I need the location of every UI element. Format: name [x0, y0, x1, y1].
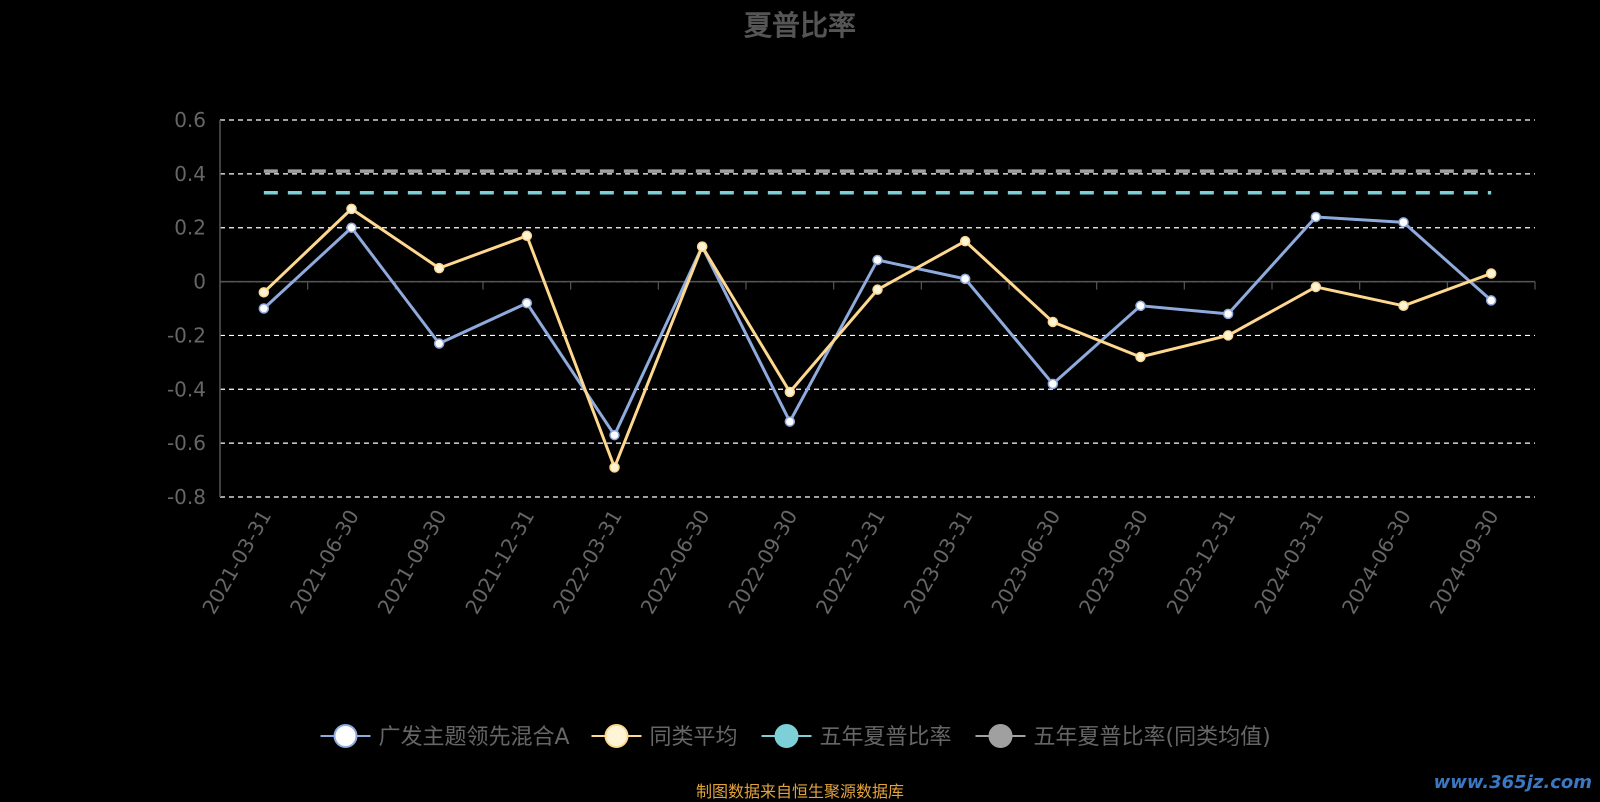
x-tick-label: 2021-03-31 — [197, 506, 276, 619]
x-tick-label: 2021-06-30 — [285, 506, 364, 619]
y-tick-label: 0 — [193, 270, 206, 294]
series-point-0 — [521, 297, 533, 309]
legend-symbol-marker — [988, 724, 1013, 748]
data-source-note: 制图数据来自恒生聚源数据库 — [695, 782, 904, 801]
legend-item-0: 广发主题领先混合A — [320, 724, 570, 750]
series-line-0 — [262, 215, 1493, 437]
x-tick-label: 2022-09-30 — [723, 506, 802, 619]
y-tick-label: -0.4 — [167, 377, 206, 401]
x-tick-label: 2021-09-30 — [373, 505, 452, 618]
series-point-0 — [872, 254, 883, 266]
legend-item-1: 同类平均 — [591, 724, 738, 750]
series-point-1 — [346, 203, 357, 215]
x-tick-label: 2021-12-31 — [460, 506, 539, 619]
series-point-1 — [433, 262, 445, 274]
series-point-1 — [609, 462, 620, 473]
legend-symbol-marker — [774, 724, 799, 748]
legend-label: 广发主题领先混合A — [379, 725, 570, 750]
x-tick-label: 2022-06-30 — [636, 506, 715, 619]
y-tick-label: -0.2 — [167, 323, 206, 347]
series-point-0 — [1047, 378, 1059, 390]
grid-layer — [220, 119, 1535, 498]
series-point-0 — [1222, 308, 1234, 320]
series-layer — [258, 169, 1497, 473]
x-tick-label: 2022-12-31 — [811, 506, 890, 619]
legend-label: 五年夏普比率 — [820, 725, 952, 750]
x-tick-label: 2024-09-30 — [1425, 506, 1504, 619]
series-point-0 — [1398, 217, 1409, 228]
series-point-0 — [784, 416, 796, 427]
series-point-0 — [1310, 211, 1322, 223]
legend-item-3: 五年夏普比率(同类均值) — [975, 724, 1271, 750]
series-point-0 — [609, 429, 620, 441]
x-tick-label: 2023-09-30 — [1074, 506, 1153, 619]
legend-label: 同类平均 — [650, 725, 738, 750]
series-point-1 — [1222, 330, 1234, 341]
series-point-1 — [1047, 316, 1059, 328]
series-point-0 — [1135, 300, 1146, 312]
series-point-1 — [872, 284, 883, 295]
chart-title: 夏普比率 — [743, 9, 856, 42]
series-point-0 — [346, 222, 357, 233]
series-point-1 — [1135, 351, 1146, 363]
series-point-1 — [1398, 300, 1409, 312]
series-point-1 — [696, 241, 708, 252]
y-tick-label: 0.4 — [174, 162, 206, 186]
series-point-0 — [258, 303, 270, 314]
x-tick-label: 2024-06-30 — [1337, 506, 1416, 619]
legend-label: 五年夏普比率(同类均值) — [1034, 725, 1271, 750]
legend-symbol-marker — [333, 724, 358, 748]
legend-item-2: 五年夏普比率 — [761, 724, 952, 750]
x-tick-label: 2024-03-31 — [1249, 506, 1328, 619]
legend: 广发主题领先混合A 同类平均 五年夏普比率 五年夏普比率(同类均值) — [320, 724, 1271, 750]
series-point-1 — [959, 235, 971, 247]
series-point-1 — [258, 287, 270, 298]
x-tick-label: 2023-12-31 — [1162, 506, 1241, 619]
x-tick-label: 2022-03-31 — [548, 506, 627, 619]
x-tick-label: 2023-06-30 — [986, 506, 1065, 619]
y-tick-label: -0.6 — [167, 431, 206, 455]
series-point-0 — [959, 273, 971, 285]
series-point-1 — [784, 386, 796, 398]
watermark: www.365jz.com — [1433, 772, 1592, 793]
series-point-1 — [1485, 268, 1497, 279]
legend-symbol-marker — [604, 724, 629, 748]
y-tick-label: -0.8 — [167, 485, 206, 509]
y-tick-label: 0.2 — [174, 216, 206, 240]
series-point-0 — [433, 338, 445, 349]
series-point-0 — [1485, 295, 1497, 306]
y-tick-label: 0.6 — [174, 108, 206, 132]
series-point-1 — [1310, 281, 1322, 293]
series-point-1 — [521, 230, 533, 242]
x-tick-label: 2023-03-31 — [899, 506, 978, 619]
